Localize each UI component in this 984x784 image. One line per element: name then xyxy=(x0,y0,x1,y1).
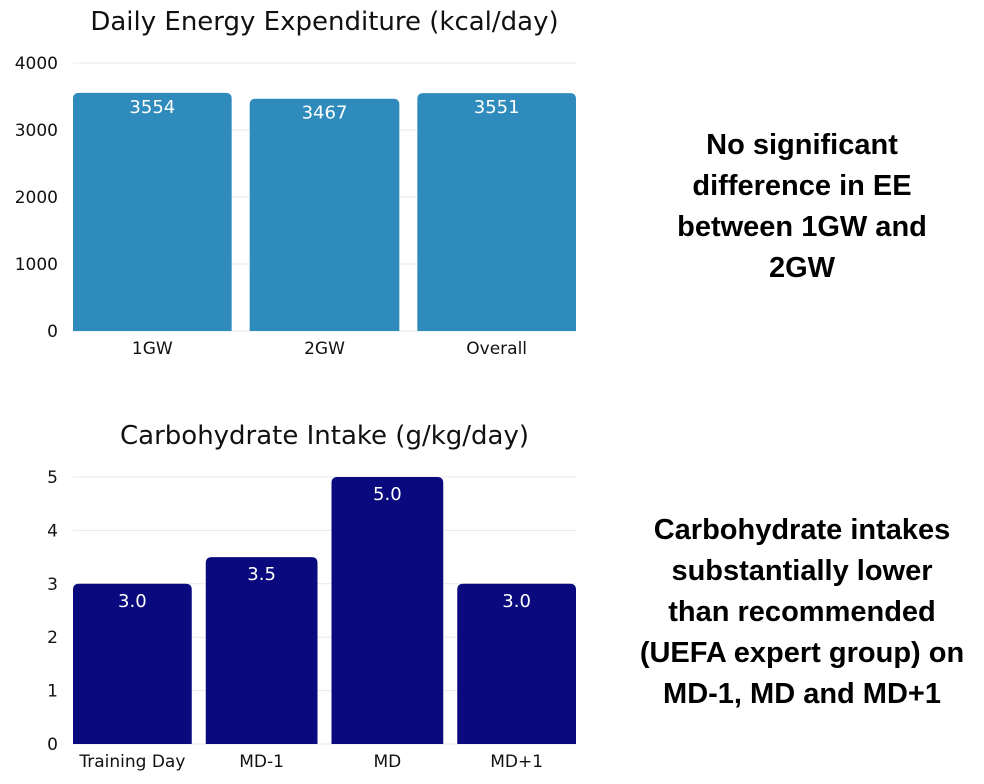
x-tick-label: Training Day xyxy=(78,752,185,772)
bar-training-day xyxy=(73,583,192,744)
energy-expenditure-chart: Daily Energy Expenditure (kcal/day) 0 1000… xyxy=(15,7,576,359)
y-tick-label: 1000 xyxy=(15,255,58,275)
chart-title: Carbohydrate Intake (g/kg/day) xyxy=(120,421,529,451)
x-tick-label: MD-1 xyxy=(239,752,284,772)
x-tick-label: Overall xyxy=(466,339,527,359)
bar-md xyxy=(331,477,444,744)
ee-annotation-line: No significant xyxy=(706,129,898,161)
ee-annotation-line: 2GW xyxy=(768,252,836,284)
cho-annotation-line: MD-1, MD and MD+1 xyxy=(663,678,941,710)
cho-annotation-line: (UEFA expert group) on xyxy=(639,637,965,669)
x-tick-label: MD+1 xyxy=(490,752,543,772)
cho-annotation-line: than recommended xyxy=(668,596,936,628)
x-tick-label: MD xyxy=(373,752,401,772)
cho-annotation-line: substantially lower xyxy=(671,555,933,587)
bar-1gw xyxy=(73,92,232,331)
y-tick-label: 1 xyxy=(47,682,58,702)
data-label: 3.0 xyxy=(118,591,147,612)
bar-md-1 xyxy=(457,583,576,744)
ee-annotation-line: between 1GW and xyxy=(677,211,927,243)
cho-annotation-line: Carbohydrate intakes xyxy=(653,514,951,546)
x-tick-label: 1GW xyxy=(132,339,173,359)
data-label: 5.0 xyxy=(373,484,402,505)
y-tick-label: 2 xyxy=(47,628,58,648)
data-label: 3551 xyxy=(474,97,520,118)
ee-annotation: No significant difference in EE between … xyxy=(620,125,984,289)
data-label: 3467 xyxy=(302,103,348,124)
bar-md-1 xyxy=(205,557,318,744)
y-tick-label: 2000 xyxy=(15,188,58,208)
bar-2gw xyxy=(249,98,400,331)
carbohydrate-intake-chart: Carbohydrate Intake (g/kg/day) 0 1 2 3 4 5 3.0 T… xyxy=(47,421,576,772)
cho-annotation: Carbohydrate intakes substantially lower… xyxy=(620,510,984,715)
ee-annotation-line: difference in EE xyxy=(692,170,912,202)
x-tick-label: 2GW xyxy=(304,339,345,359)
y-tick-label: 3 xyxy=(47,575,58,595)
y-tick-label: 0 xyxy=(47,322,58,342)
y-tick-label: 3000 xyxy=(15,121,58,141)
chart-title: Daily Energy Expenditure (kcal/day) xyxy=(90,7,558,37)
data-label: 3554 xyxy=(129,97,175,118)
y-tick-label: 4000 xyxy=(15,54,58,74)
y-tick-label: 4 xyxy=(47,521,58,541)
bar-overall xyxy=(417,93,576,331)
y-tick-label: 5 xyxy=(47,468,58,488)
data-label: 3.5 xyxy=(247,564,276,585)
data-label: 3.0 xyxy=(502,591,531,612)
y-tick-label: 0 xyxy=(47,735,58,755)
